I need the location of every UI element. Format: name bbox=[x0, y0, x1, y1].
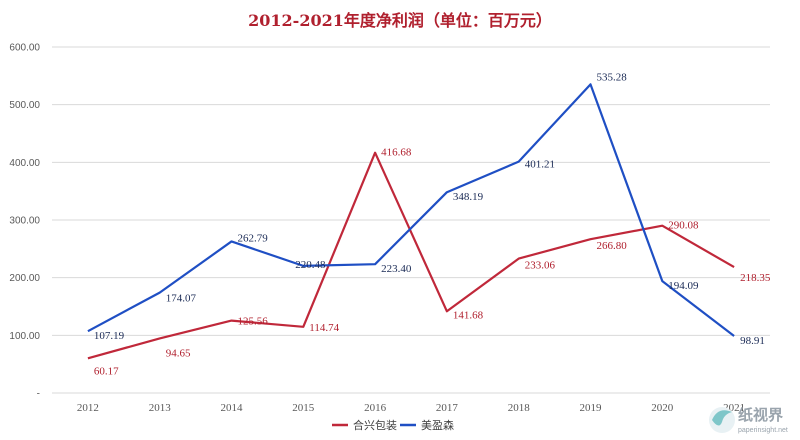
x-tick-label: 2012 bbox=[77, 402, 99, 414]
y-tick-label: 400.00 bbox=[9, 158, 40, 169]
data-label: 535.28 bbox=[597, 71, 628, 83]
data-label: 194.09 bbox=[668, 280, 699, 292]
data-label: 174.07 bbox=[166, 293, 197, 305]
watermark-url: paperinsight.net bbox=[738, 427, 788, 434]
x-tick-label: 2014 bbox=[221, 402, 244, 414]
x-tick-label: 2013 bbox=[149, 402, 172, 414]
legend: 合兴包装 美盈森 bbox=[332, 418, 454, 432]
y-tick-label: 300.00 bbox=[9, 216, 40, 227]
watermark-text: 纸视界 bbox=[738, 406, 783, 424]
data-label: 401.21 bbox=[525, 159, 555, 171]
data-label: 60.17 bbox=[94, 365, 119, 377]
data-label: 220.48 bbox=[295, 259, 326, 271]
y-axis-ticks: - 100.00 200.00 300.00 400.00 500.00 600.00 bbox=[9, 43, 40, 400]
data-label: 223.40 bbox=[381, 263, 412, 275]
watermark-swoosh bbox=[712, 410, 732, 426]
data-label: 98.91 bbox=[740, 335, 765, 347]
series-line-2 bbox=[87, 83, 735, 337]
data-label: 348.19 bbox=[453, 191, 484, 203]
x-tick-label: 2015 bbox=[292, 402, 315, 414]
chart-title: 2012-2021年度净利润（单位：百万元） bbox=[248, 11, 552, 30]
x-tick-label: 2016 bbox=[364, 402, 387, 414]
y-tick-label: - bbox=[37, 389, 40, 400]
data-label: 218.35 bbox=[740, 272, 771, 284]
data-label: 233.06 bbox=[525, 260, 556, 272]
gridlines bbox=[52, 46, 770, 394]
data-label: 290.08 bbox=[668, 220, 699, 232]
data-label: 416.68 bbox=[381, 147, 412, 159]
x-tick-label: 2020 bbox=[651, 402, 674, 414]
y-tick-label: 500.00 bbox=[9, 100, 40, 111]
watermark-logo: 纸视界 paperinsight.net bbox=[709, 406, 788, 434]
x-tick-label: 2019 bbox=[580, 402, 603, 414]
y-tick-label: 100.00 bbox=[9, 331, 40, 342]
data-label: 141.68 bbox=[453, 309, 484, 321]
data-label: 94.65 bbox=[166, 347, 191, 359]
series-lines bbox=[87, 83, 735, 360]
y-tick-label: 600.00 bbox=[9, 43, 40, 54]
x-tick-label: 2018 bbox=[508, 402, 531, 414]
data-label: 107.19 bbox=[94, 330, 125, 342]
series-line-1 bbox=[87, 151, 735, 360]
y-tick-label: 200.00 bbox=[9, 273, 40, 284]
data-label: 262.79 bbox=[238, 232, 269, 244]
data-label: 266.80 bbox=[597, 240, 628, 252]
legend-label: 合兴包装 bbox=[353, 418, 397, 432]
data-label: 125.56 bbox=[238, 316, 269, 328]
legend-label: 美盈森 bbox=[421, 418, 454, 432]
x-axis-ticks: 2012 2013 2014 2015 2016 2017 2018 2019 2020 2021 bbox=[77, 402, 745, 414]
data-labels: 60.17 94.65 125.56 114.74 416.68 141.68 233.06… bbox=[94, 71, 771, 377]
data-label: 114.74 bbox=[309, 322, 339, 334]
x-tick-label: 2017 bbox=[436, 402, 459, 414]
